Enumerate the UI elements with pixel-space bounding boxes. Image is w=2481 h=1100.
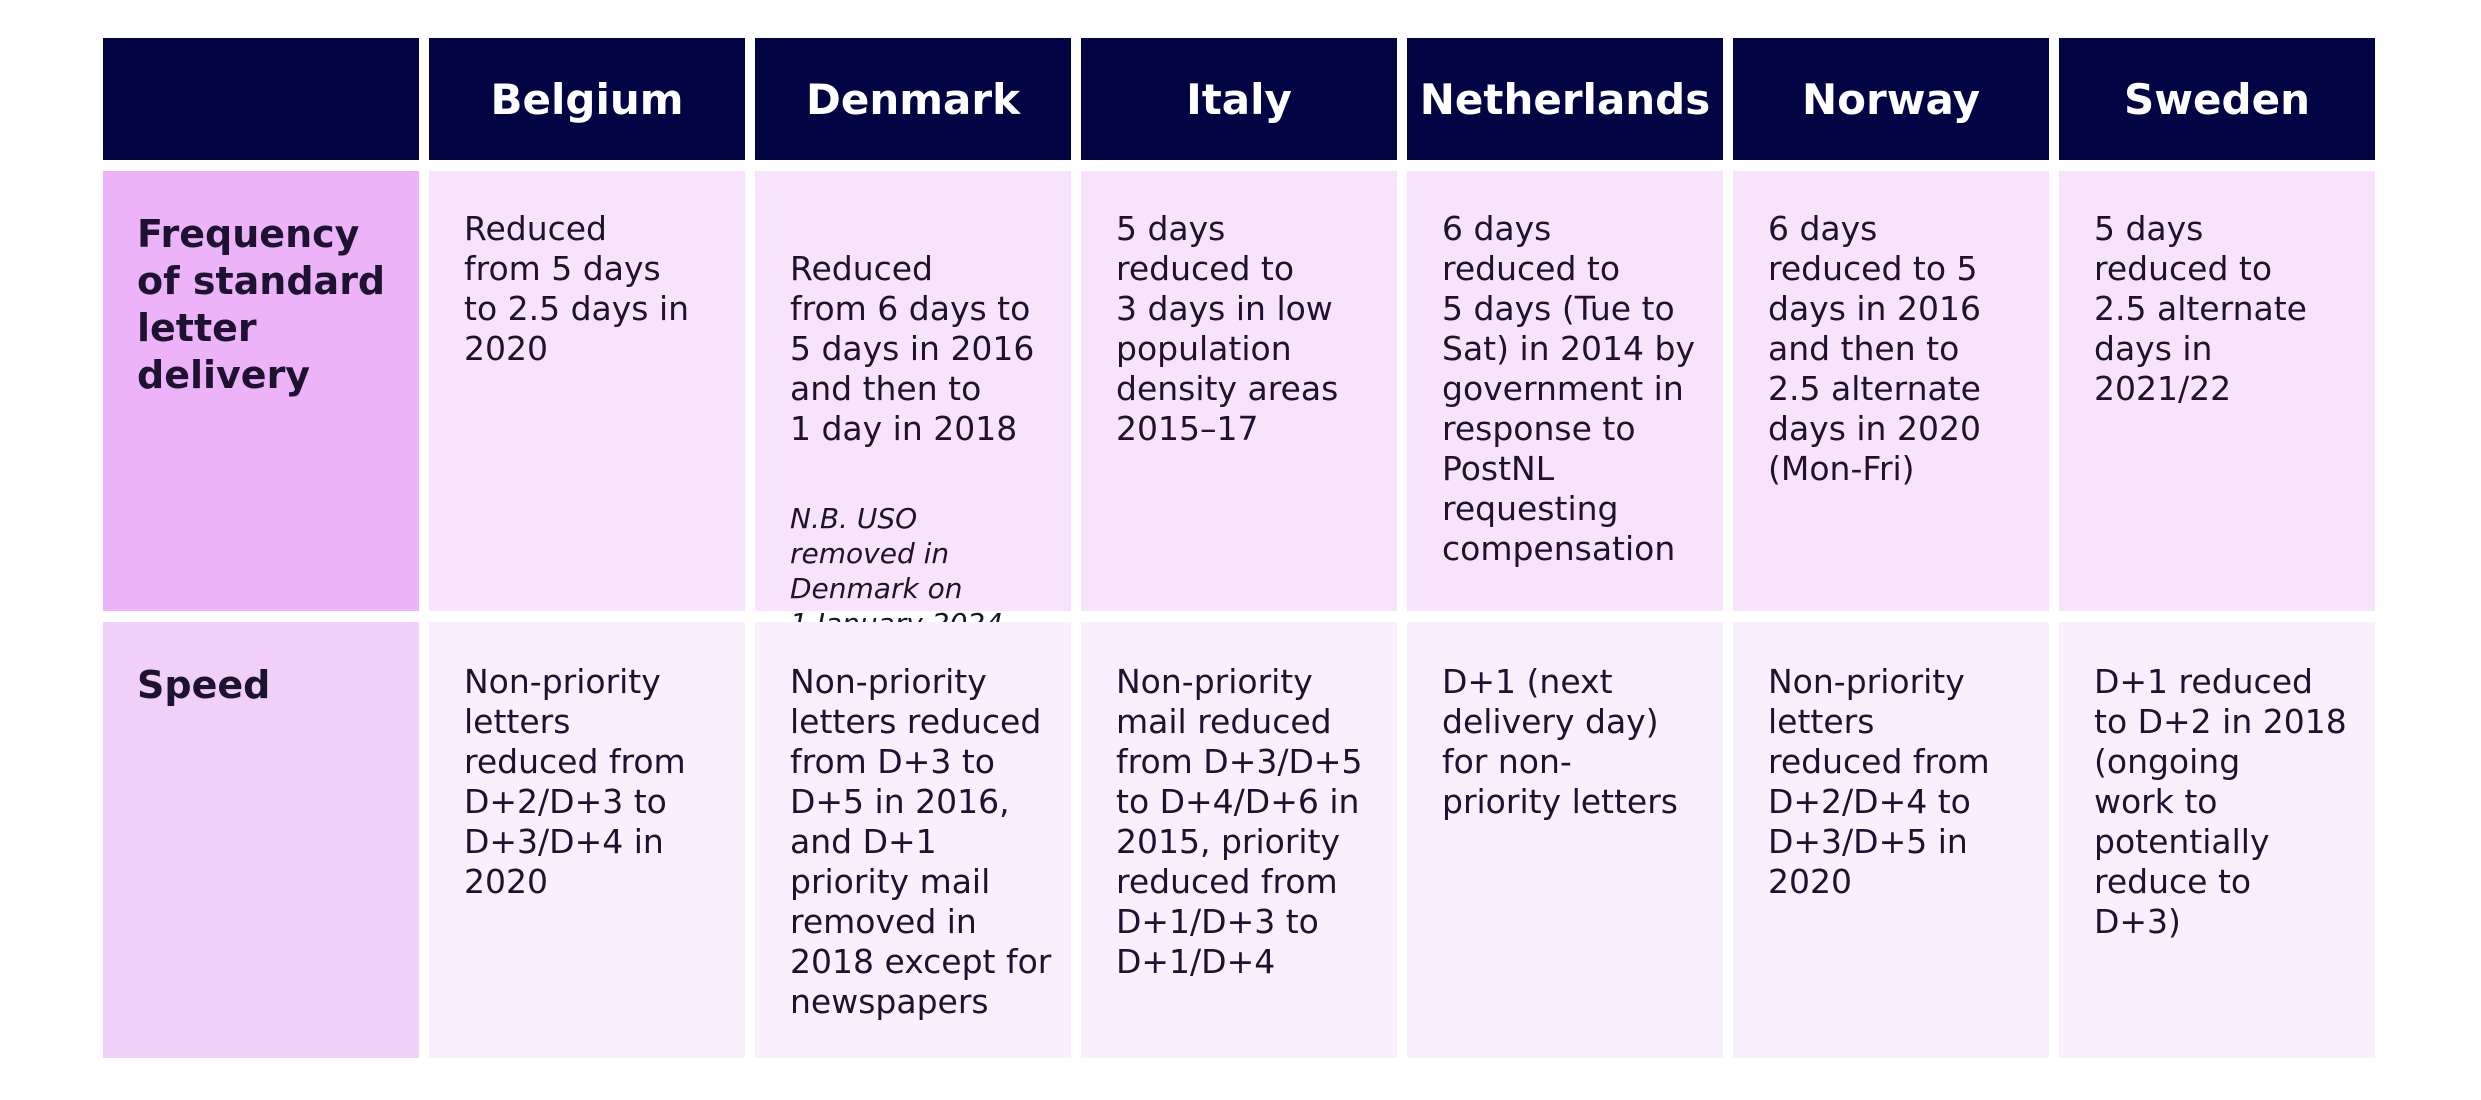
cell-frequency-denmark: Reduced from 6 days to 5 days in 2016 an… bbox=[755, 171, 1071, 640]
header-cell-sweden: Sweden bbox=[2059, 38, 2375, 160]
header-cell-netherlands: Netherlands bbox=[1407, 38, 1723, 160]
cell-speed-denmark: Non-priority letters reduced from D+3 to… bbox=[755, 622, 1071, 1058]
cell-speed-netherlands: D+1 (next delivery day) for non- priorit… bbox=[1407, 622, 1723, 1058]
header-cell-corner bbox=[103, 38, 419, 160]
header-cell-italy: Italy bbox=[1081, 38, 1397, 160]
row-header-speed: Speed bbox=[103, 622, 419, 1058]
cell-speed-sweden: D+1 reduced to D+2 in 2018 (ongoing work… bbox=[2059, 622, 2375, 1058]
header-cell-denmark: Denmark bbox=[755, 38, 1071, 160]
cell-frequency-belgium: Reduced from 5 days to 2.5 days in 2020 bbox=[429, 171, 745, 611]
row-header-frequency: Frequency of standard letter delivery bbox=[103, 171, 419, 611]
cell-speed-norway: Non-priority letters reduced from D+2/D+… bbox=[1733, 622, 2049, 1058]
denmark-uso-note: N.B. USO removed in Denmark on 1 January… bbox=[790, 502, 1003, 640]
cell-frequency-denmark-text: Reduced from 6 days to 5 days in 2016 an… bbox=[790, 249, 1035, 448]
header-cell-belgium: Belgium bbox=[429, 38, 745, 160]
cell-frequency-norway: 6 days reduced to 5 days in 2016 and the… bbox=[1733, 171, 2049, 611]
comparison-table: Belgium Denmark Italy Netherlands Norway… bbox=[103, 38, 2375, 1058]
cell-speed-italy: Non-priority mail reduced from D+3/D+5 t… bbox=[1081, 622, 1397, 1058]
cell-speed-belgium: Non-priority letters reduced from D+2/D+… bbox=[429, 622, 745, 1058]
header-cell-norway: Norway bbox=[1733, 38, 2049, 160]
cell-frequency-italy: 5 days reduced to 3 days in low populati… bbox=[1081, 171, 1397, 611]
cell-frequency-sweden: 5 days reduced to 2.5 alternate days in … bbox=[2059, 171, 2375, 611]
cell-frequency-netherlands: 6 days reduced to 5 days (Tue to Sat) in… bbox=[1407, 171, 1723, 611]
